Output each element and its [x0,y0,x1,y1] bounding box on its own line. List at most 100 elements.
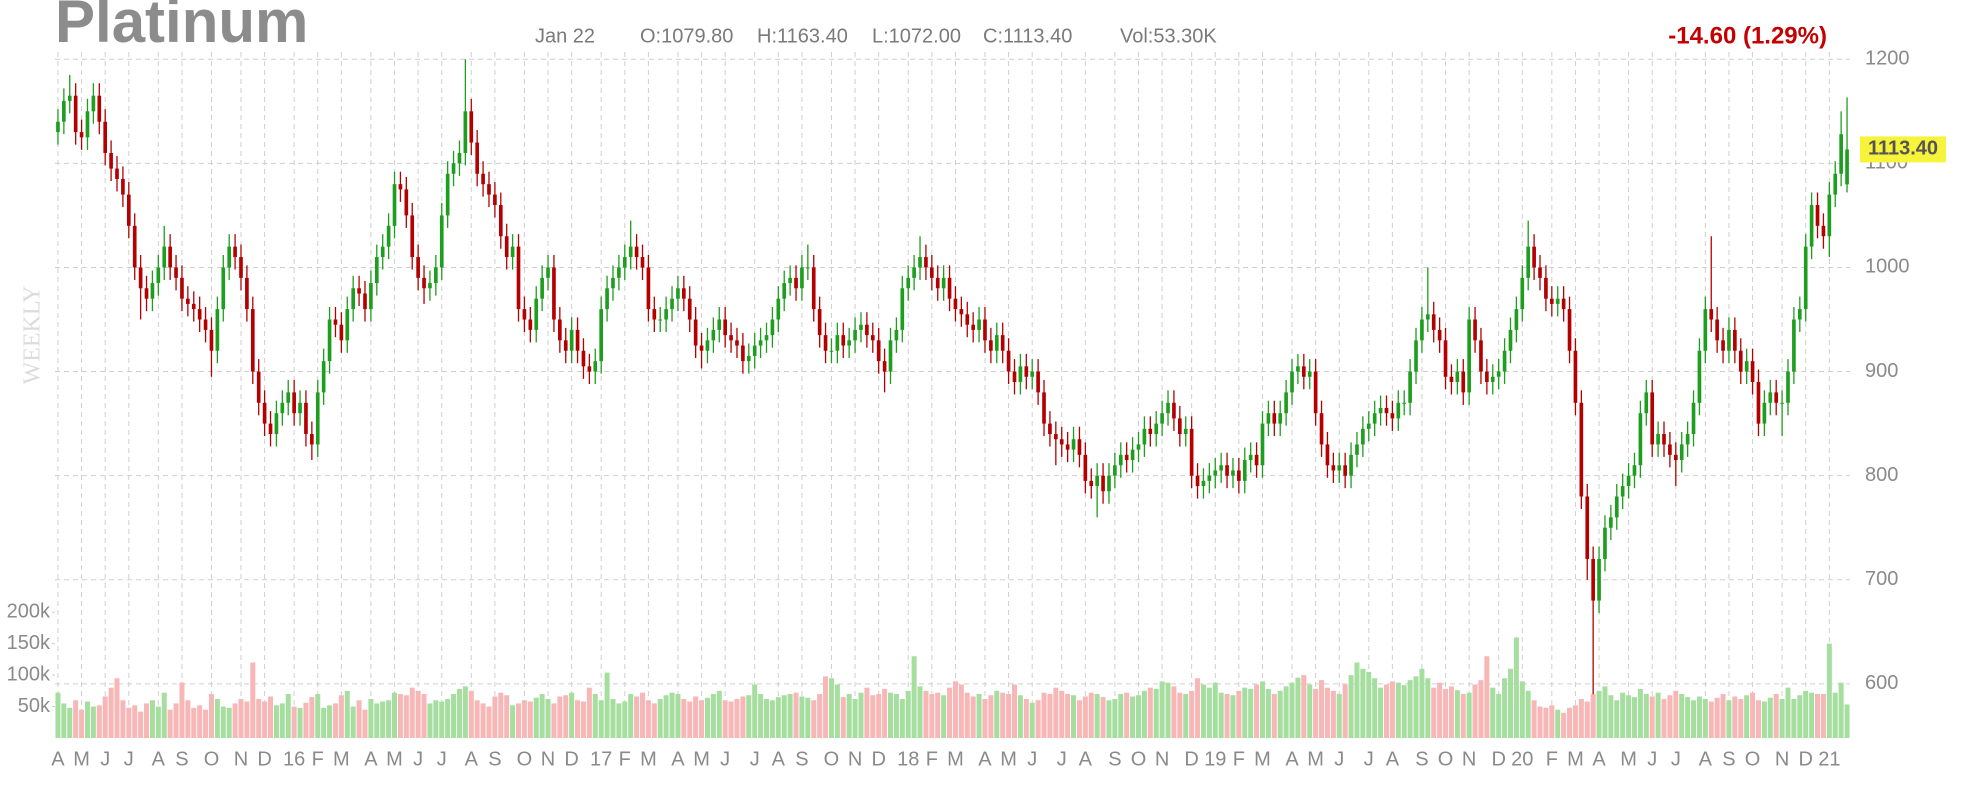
candle-body [770,319,775,336]
volume-bar [533,697,539,738]
candle-body [150,283,155,299]
y-tick-label: 800 [1865,464,1898,486]
x-tick-label: 18 [897,748,919,770]
candle-body [1768,392,1773,403]
candle-body [705,340,710,351]
candle-body [1325,444,1330,466]
volume-bar [604,672,610,738]
candle-body [1024,366,1029,377]
candle-body [888,340,893,372]
volume-bar [155,706,161,738]
volume-bar [781,695,787,738]
volume-bar [1401,685,1407,738]
volume-bar [374,703,380,738]
volume-bar [1643,693,1649,738]
candle-body [912,267,916,278]
x-tick-label: A [1592,748,1606,770]
candle-body [298,402,302,414]
candle-body [1603,527,1607,559]
candle-body [1821,225,1826,237]
candle-body [191,303,196,310]
candle-body [1030,371,1035,377]
volume-bar [575,700,581,738]
volume-bar [763,698,770,738]
candle-body [1183,428,1188,435]
candle-body [847,340,851,346]
volume-bar [793,692,799,738]
candle-body [363,293,367,310]
candle-body [652,309,657,320]
watermark: WEEKLY [20,286,46,385]
x-tick-label: F [312,748,324,770]
candle-body [162,246,167,268]
volume-bar [1289,682,1295,738]
volume-bar [120,700,126,738]
candle-body [1242,460,1247,481]
volume-bar [1419,668,1425,738]
candle-body [1225,465,1229,476]
candle-body [906,277,911,289]
candle-body [1095,475,1099,487]
volume-bar [1023,698,1029,738]
volume-bars [55,637,1850,738]
volume-bar [1460,693,1466,738]
last-price-badge [1860,136,1946,163]
volume-bar [828,678,834,738]
volume-bar [1265,688,1271,738]
candle-body [1685,434,1690,445]
volume-bar [740,696,746,738]
candle-body [1744,361,1749,372]
candle-body [563,340,568,351]
x-tick-label: M [1567,748,1584,770]
x-tick-label: O [824,748,840,770]
candle-body [1774,392,1779,403]
candle-body [1703,309,1708,351]
volume-bar [84,701,90,738]
volume-bar [964,692,970,738]
candle-body [1650,392,1655,445]
candle-body [1118,454,1123,466]
x-tick-label: J [1647,748,1657,770]
candle-body [764,335,769,341]
volume-bar [185,700,191,738]
x-tick-label: S [1108,748,1121,770]
candle-body [1638,413,1643,466]
x-tick-label: F [1546,748,1558,770]
volume-bar [639,692,646,738]
x-tick-label: M [386,748,403,770]
volume-bar [1200,684,1206,738]
volume-bar [504,695,510,738]
x-tick-label: J [750,748,760,770]
volume-bar [1815,693,1821,738]
volume-bar [1732,696,1738,738]
candle-body [1420,319,1424,341]
candle-body [853,329,857,341]
volume-bar [846,693,852,738]
candle-body [817,309,822,336]
candle-body [1786,371,1790,403]
candle-body [1254,454,1259,466]
volume-bar [628,693,634,738]
candle-body [209,329,214,351]
candle-body [1609,517,1613,528]
volume-bar [1372,678,1378,738]
x-tick-label: J [1671,748,1681,770]
volume-bar [722,700,728,738]
x-tick-label: 20 [1511,748,1533,770]
volume-bar [1708,701,1714,738]
volume-bar [1112,698,1118,738]
volume-bar [1803,690,1809,738]
volume-bar [905,690,911,738]
candle-body [138,267,143,289]
candle-body [735,340,739,346]
candle-body [918,257,922,268]
x-tick-label: S [1415,748,1428,770]
volume-tick-label: 50k [18,695,51,717]
candle-body [634,246,639,258]
candle-body [1662,434,1666,445]
volume-bar [191,707,197,738]
volume-bar [409,687,415,738]
volume-bar [1496,693,1502,738]
volume-bar [108,687,114,738]
volume-bar [1608,695,1614,738]
